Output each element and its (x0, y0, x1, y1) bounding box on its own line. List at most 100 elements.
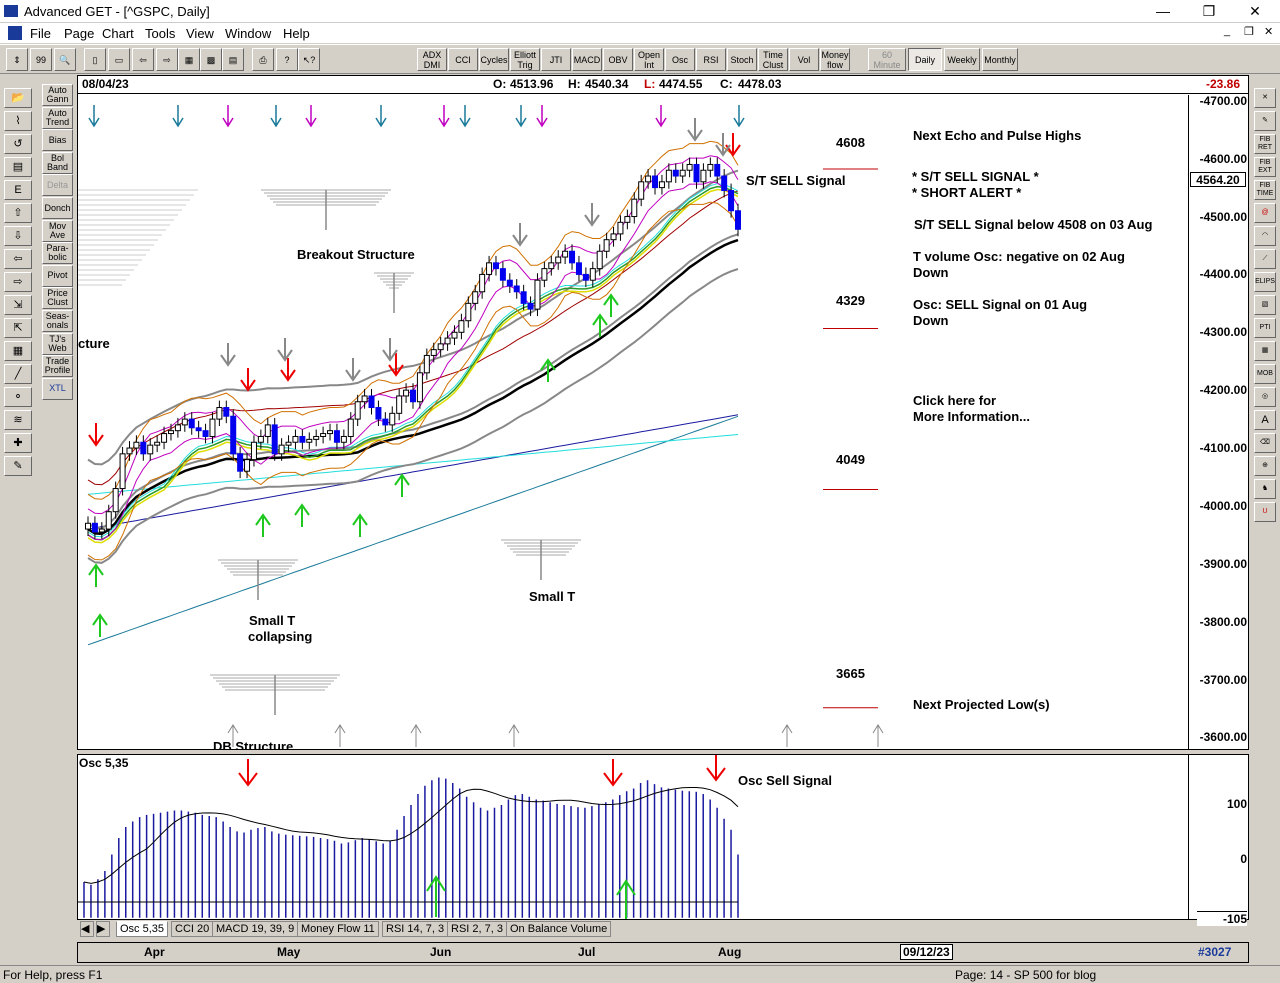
tab-money-flow[interactable]: Money Flow 11 (297, 921, 379, 937)
tab-cci[interactable]: CCI 20 (171, 921, 214, 937)
tab-macd[interactable]: MACD 19, 39, 9 (212, 921, 299, 937)
grid-icon[interactable]: ▦ (1254, 341, 1276, 361)
fib-icon[interactable]: ≋ (4, 410, 32, 430)
elliott-wave-icon[interactable]: ⌇ (4, 111, 32, 131)
mob-icon[interactable]: MOB (1254, 364, 1276, 384)
period-daily-button[interactable]: Daily (908, 48, 942, 71)
tool-mov-ave[interactable]: Mov Ave (42, 219, 73, 242)
menu-file[interactable]: File (30, 26, 51, 41)
tool-bias[interactable]: Bias (42, 129, 73, 152)
tool-trade-profile[interactable]: Trade Profile (42, 355, 73, 378)
open-folder-icon[interactable]: 📂 (4, 88, 32, 108)
tool-donch[interactable]: Donch (42, 197, 73, 219)
tab-rsi-14[interactable]: RSI 14, 7, 3 (382, 921, 449, 937)
eraser-icon[interactable]: ⌫ (1254, 433, 1276, 453)
context-help-icon[interactable]: ↖? (298, 48, 320, 71)
expand-icon[interactable]: ⇱ (4, 318, 32, 338)
tab-osc[interactable]: Osc 5,35 (116, 921, 169, 937)
ind-money-flow-button[interactable]: Money flow (820, 48, 850, 71)
oscillator-chart[interactable]: Osc 5,35 Osc Sell Signal (78, 755, 1188, 919)
tool-quote-icon[interactable]: 99 (30, 48, 52, 71)
tool-tj-s-web[interactable]: TJ's Web (42, 332, 73, 355)
notes-icon[interactable]: ✎ (4, 456, 32, 476)
tool-bol-band[interactable]: Bol Band (42, 151, 73, 174)
help-icon[interactable]: ? (276, 48, 298, 71)
period-weekly-button[interactable]: Weekly (944, 48, 980, 71)
channel-icon[interactable]: ▧ (1254, 295, 1276, 315)
ind-obv-button[interactable]: OBV (603, 48, 633, 71)
ind-stoch-button[interactable]: Stoch (727, 48, 757, 71)
price-axis[interactable]: -4700.00 -4600.00 -4500.00 -4400.00 -4300.00… (1188, 94, 1248, 749)
menu-help[interactable]: Help (283, 26, 310, 41)
ind-vol-button[interactable]: Vol (789, 48, 819, 71)
ind-adx-button[interactable]: ADX DMI (417, 48, 447, 71)
spreadsheet-icon[interactable]: ▦ (4, 341, 32, 361)
new-page-icon[interactable]: ▯ (84, 48, 106, 71)
ind-osc-button[interactable]: Osc (665, 48, 695, 71)
tab-obv[interactable]: On Balance Volume (506, 921, 612, 937)
menu-view[interactable]: View (186, 26, 214, 41)
ind-elliott-trig-button[interactable]: Elliott Trig (510, 48, 540, 71)
forward-icon[interactable]: ⇨ (156, 48, 178, 71)
ind-cci-button[interactable]: CCI (448, 48, 478, 71)
arrow-down-icon[interactable]: ⇩ (4, 226, 32, 246)
mdi-minimize-button[interactable]: _ (1224, 25, 1231, 37)
spiral-icon[interactable]: @ (1254, 203, 1276, 223)
crosshair-icon[interactable]: ✚ (4, 433, 32, 453)
arrow-up-icon[interactable]: ⇧ (4, 203, 32, 223)
copy-page-icon[interactable]: ▭ (108, 48, 130, 71)
mdi-restore-button[interactable]: ❐ (1244, 26, 1254, 38)
elips-icon[interactable]: ELIPS (1254, 272, 1276, 292)
magnet-red-icon[interactable]: U (1254, 502, 1276, 522)
mdi-close-button[interactable]: ✕ (1264, 26, 1274, 38)
back-icon[interactable]: ⇦ (132, 48, 154, 71)
ind-macd-button[interactable]: MACD (572, 48, 602, 71)
magnet-icon[interactable]: ⊕ (1254, 456, 1276, 476)
doc-icon[interactable] (8, 26, 22, 40)
period-monthly-button[interactable]: Monthly (982, 48, 1018, 71)
tool-price-clust[interactable]: Price Clust (42, 287, 73, 310)
price-chart[interactable]: Next Echo and Pulse Highs * S/T SELL SIG… (78, 95, 1188, 749)
tool-auto-gann[interactable]: Auto Gann (42, 84, 73, 106)
layout-icon[interactable]: ▦ (178, 48, 200, 71)
tool-pivot[interactable]: Pivot (42, 264, 73, 287)
pencil-icon[interactable]: ✎ (1254, 111, 1276, 131)
menu-page[interactable]: Page (64, 26, 95, 41)
arrow-right-icon[interactable]: ⇨ (4, 272, 32, 292)
more-info-link-2[interactable]: More Information... (913, 409, 1030, 424)
lines-icon[interactable]: ╱ (4, 364, 32, 384)
text-icon[interactable]: A (1254, 410, 1276, 430)
tool-pointer-icon[interactable]: ⇕ (6, 48, 28, 71)
menu-tools[interactable]: Tools (145, 26, 176, 41)
ind-cycles-button[interactable]: Cycles (479, 48, 509, 71)
elliott-icon[interactable]: E (4, 180, 32, 200)
period-60min-button[interactable]: 60 Minute (868, 48, 906, 71)
grid-layout-icon[interactable]: ▩ (200, 48, 222, 71)
arrow-left-icon[interactable]: ⇦ (4, 249, 32, 269)
gann-icon[interactable]: ⚬ (4, 387, 32, 407)
more-info-link-1[interactable]: Click here for (913, 393, 997, 408)
fan-icon[interactable]: ⟋ (1254, 249, 1276, 269)
tab-scroll-left-icon[interactable]: ◀ (80, 921, 94, 937)
tool-delta[interactable]: Delta (42, 174, 73, 197)
close-button[interactable]: ✕ (1249, 3, 1261, 19)
fib-ret-icon[interactable]: FIB RET (1254, 134, 1276, 154)
tool-para-bolic[interactable]: Para-bolic (42, 242, 73, 265)
chart-layout-icon[interactable]: ▤ (222, 48, 244, 71)
tool-auto-trend[interactable]: Auto Trend (42, 106, 73, 129)
pti-icon[interactable]: PTI (1254, 318, 1276, 338)
ind-rsi-button[interactable]: RSI (696, 48, 726, 71)
menu-chart[interactable]: Chart (102, 26, 134, 41)
tool-seas-onals[interactable]: Seas-onals (42, 310, 73, 332)
close-icon[interactable]: ✕ (1254, 88, 1276, 108)
compress-icon[interactable]: ⇲ (4, 295, 32, 315)
target-icon[interactable]: ◎ (1254, 387, 1276, 407)
fib-time-icon[interactable]: FIB TIME (1254, 180, 1276, 200)
minimize-button[interactable]: — (1156, 3, 1170, 19)
ind-time-clust-button[interactable]: Time Clust (758, 48, 788, 71)
reset-icon[interactable]: ↺ (4, 134, 32, 154)
study-icon[interactable]: ▤ (4, 157, 32, 177)
tool-xtl[interactable]: XTL (42, 377, 73, 400)
tab-rsi-2[interactable]: RSI 2, 7, 3 (447, 921, 507, 937)
zoom-icon[interactable]: 🔍 (54, 48, 76, 71)
